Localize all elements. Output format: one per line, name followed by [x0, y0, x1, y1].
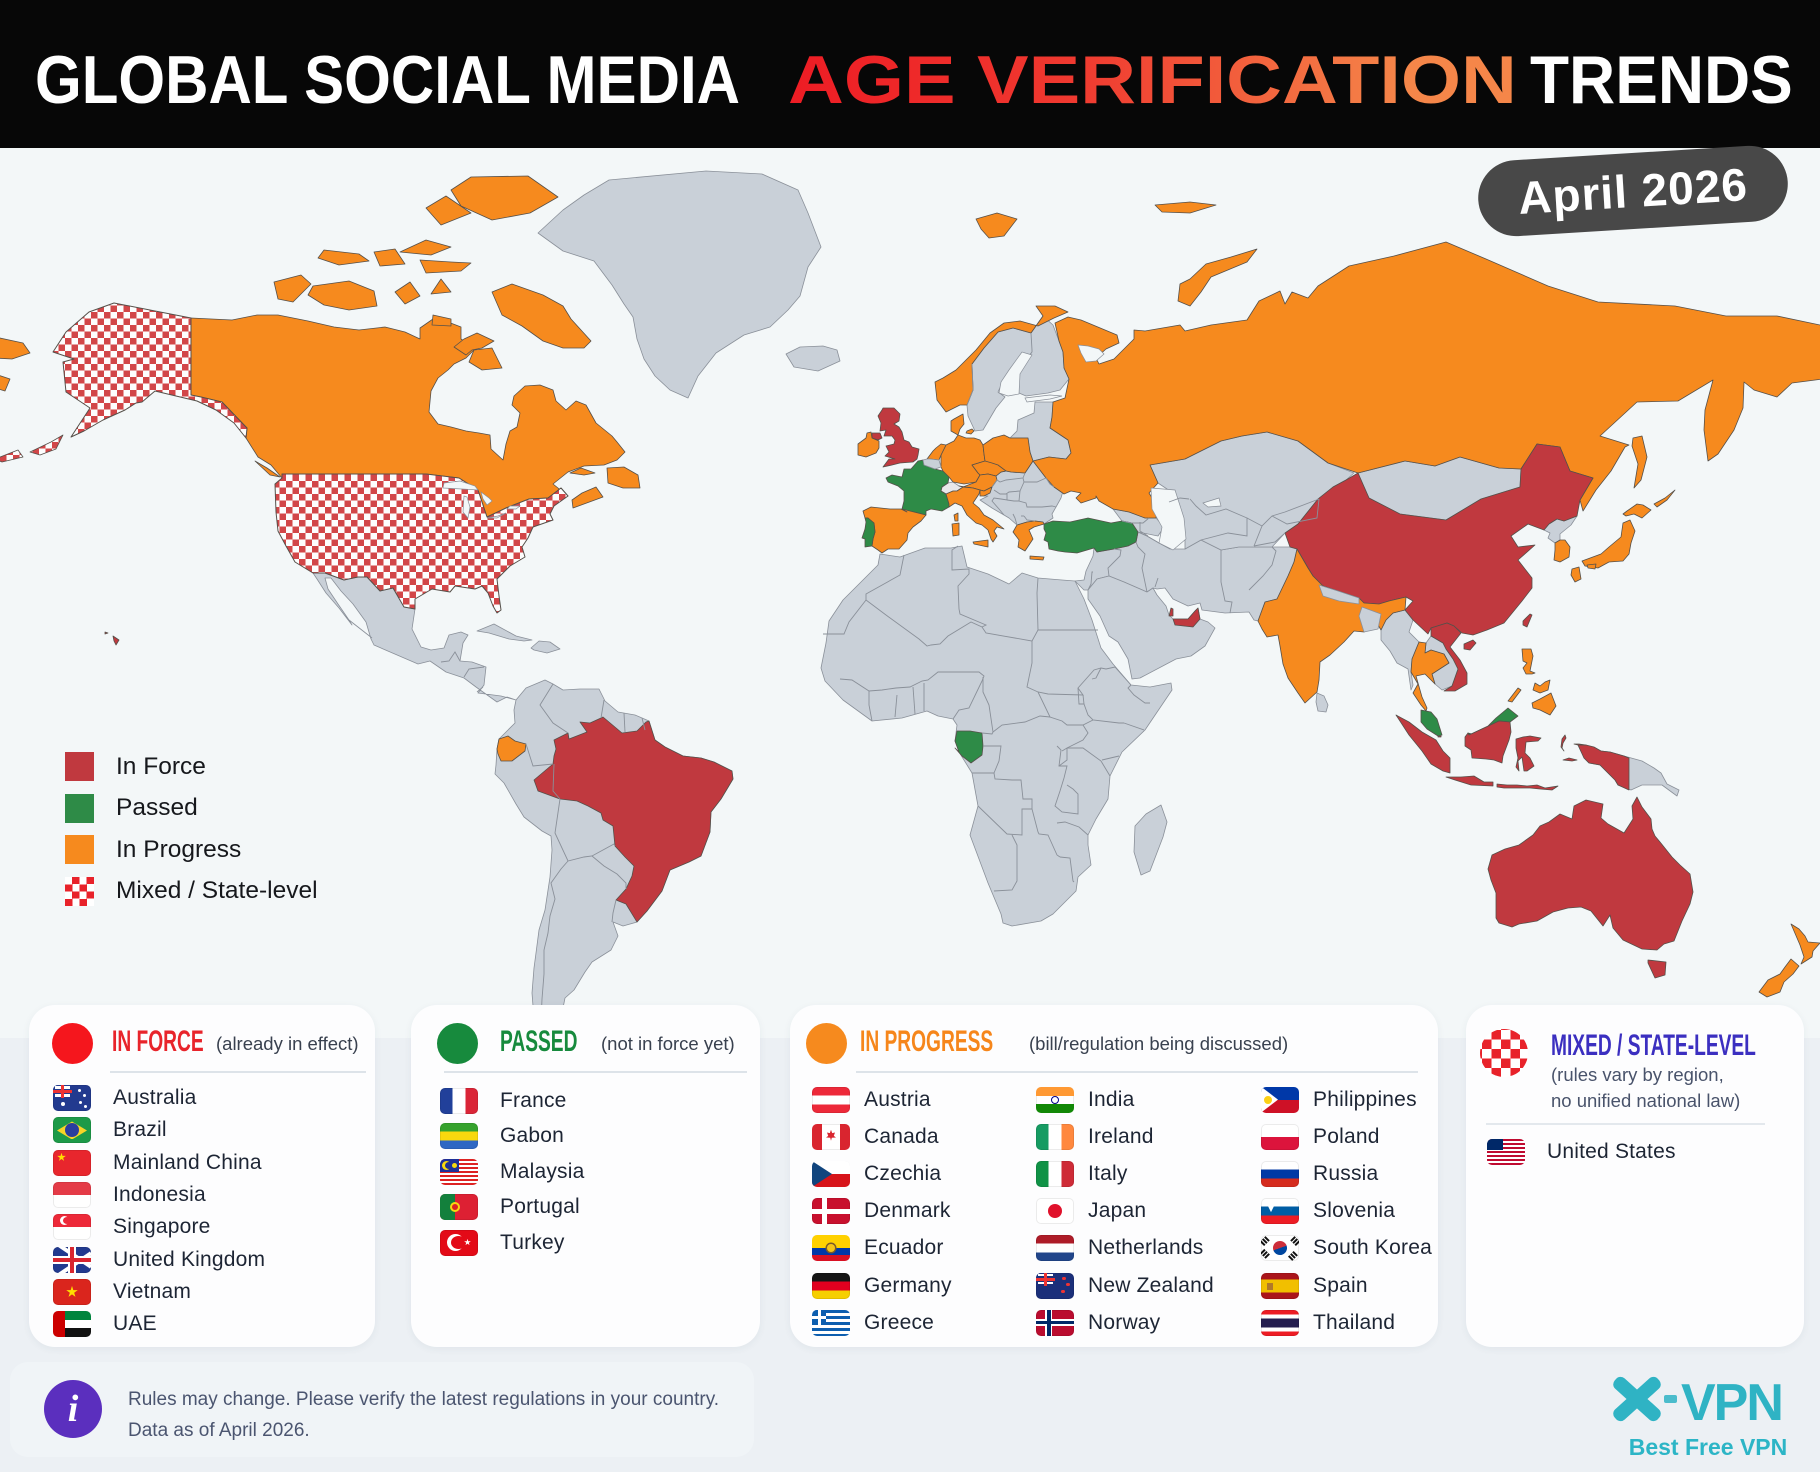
svg-text:VPN: VPN: [1681, 1374, 1782, 1430]
